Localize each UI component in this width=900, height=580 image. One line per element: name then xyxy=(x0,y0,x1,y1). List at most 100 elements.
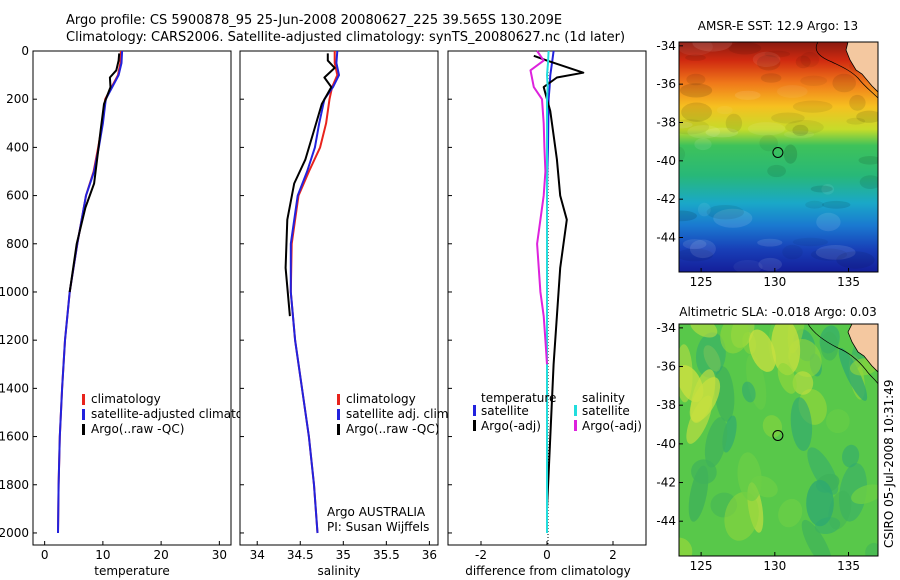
sla-coastline-land xyxy=(847,324,878,373)
sst-texture-patch xyxy=(816,212,841,232)
sst-texture-patch xyxy=(679,119,710,135)
y-tick-label: 0 xyxy=(21,44,29,58)
difference-x-ticks: -2 0 2 xyxy=(475,541,617,562)
sst-map-panel: AMSR-E SST: 12.9 Argo: 13 125 130 135 -34-… xyxy=(656,19,879,289)
sst-texture-patch xyxy=(705,127,739,138)
difference-y-ticks xyxy=(448,50,452,534)
legend-label-climatology: climatology xyxy=(91,392,161,406)
salinity-y-ticks xyxy=(240,50,244,534)
x-tick-label: 34.5 xyxy=(287,548,314,562)
difference-panel: -2 0 2 difference from climatology tempera… xyxy=(447,50,647,578)
sla-texture-patch xyxy=(695,332,726,378)
x-tick-label: 2 xyxy=(609,548,617,562)
sst-contour-line xyxy=(815,42,878,99)
y-tick-label: 400 xyxy=(6,140,29,154)
sst-texture-patch xyxy=(783,130,815,139)
sla-texture-patch xyxy=(690,324,718,338)
sla-contour-line xyxy=(807,324,878,385)
x-tick-label: 0 xyxy=(543,548,551,562)
sst-texture-patch xyxy=(810,185,833,193)
sst-texture-patch xyxy=(756,54,781,71)
page-title-line-2: Climatology: CARS2006. Satellite-adjuste… xyxy=(66,30,626,45)
sla-y-ticks: -34 -36 -38 -40 -42 -44 xyxy=(656,321,683,528)
map-y-tick-label: -34 xyxy=(656,39,676,53)
sla-texture-patch xyxy=(679,344,693,403)
map-x-tick-label: 135 xyxy=(837,275,860,289)
y-tick-label: 800 xyxy=(6,237,29,251)
x-tick-label: 30 xyxy=(212,548,227,562)
sst-texture-patch xyxy=(757,238,783,247)
x-tick-label: 0 xyxy=(41,548,49,562)
map-x-tick-label: 125 xyxy=(690,275,713,289)
sst-texture-patch xyxy=(685,54,706,61)
map-y-tick-label: -38 xyxy=(656,116,676,130)
legend-swatch-temperature-satellite xyxy=(473,405,476,416)
sst-texture-patch xyxy=(682,239,707,250)
sst-argo-location-marker xyxy=(772,146,784,158)
map-x-tick-label: 135 xyxy=(837,559,860,573)
sst-texture-patch xyxy=(777,85,808,98)
sst-texture-patch xyxy=(679,210,697,222)
sla-texture-patch xyxy=(820,331,839,361)
temperature-x-ticks: 0 10 20 30 xyxy=(41,541,227,562)
legend-swatch-salinity-argo xyxy=(574,420,577,431)
sst-texture-patch xyxy=(785,120,824,135)
map-y-tick-label: -34 xyxy=(656,321,676,335)
map-y-tick-label: -36 xyxy=(656,77,676,91)
legend-label-temperature-argo: Argo(-adj) xyxy=(481,419,541,433)
salinity-legend: climatology satellite adj. clim. Argo(..… xyxy=(337,392,452,436)
sst-texture-patch xyxy=(747,122,786,136)
salinity-x-label: salinity xyxy=(317,564,360,578)
y-tick-label: 2000 xyxy=(0,526,29,540)
sst-texture-patch xyxy=(764,50,791,58)
difference-x-label: difference from climatology xyxy=(465,564,631,578)
sla-texture-patch xyxy=(714,366,735,422)
sla-texture-patch xyxy=(851,484,878,504)
temperature-axes-box xyxy=(32,50,232,546)
sst-texture-patch xyxy=(725,113,743,133)
sst-texture-patch xyxy=(716,105,733,115)
legend-label-satellite: satellite-adjusted climatology xyxy=(91,407,269,421)
x-tick-label: 34 xyxy=(250,548,265,562)
legend-label-climatology: climatology xyxy=(346,392,416,406)
sla-texture-patch xyxy=(771,324,801,376)
sla-texture-patch xyxy=(839,463,867,522)
legend-label-argo: Argo(..raw -QC) xyxy=(346,422,439,436)
sla-texture-patch xyxy=(748,329,776,372)
map-x-tick-label: 130 xyxy=(763,275,786,289)
map-y-tick-label: -42 xyxy=(656,476,676,490)
y-tick-label: 1400 xyxy=(0,381,29,395)
map-y-tick-label: -44 xyxy=(656,231,676,245)
sla-texture-patch xyxy=(826,409,850,434)
series-line-satellite-adj-clim- xyxy=(289,50,340,534)
temperature-lines xyxy=(57,50,124,534)
map-x-tick-label: 130 xyxy=(763,559,786,573)
sst-texture-patch xyxy=(815,245,856,260)
sst-texture-patch xyxy=(713,208,753,228)
sst-texture-patch xyxy=(728,42,762,55)
sst-texture-patch xyxy=(810,248,848,261)
sst-texture-patch xyxy=(792,124,809,136)
sst-texture-patch xyxy=(836,251,875,269)
temperature-panel: 0 10 20 30 0 200 400 600 800 1000 1200 1400 1600 180… xyxy=(0,44,269,578)
sst-texture-patch xyxy=(758,257,782,271)
legend-swatch-satellite xyxy=(82,409,85,420)
sst-texture-patch xyxy=(792,100,833,113)
page-title-line-1: Argo profile: CS 5900878_95 25-Jun-2008 … xyxy=(66,13,563,28)
sla-texture-patch xyxy=(806,479,834,527)
sst-texture-patch xyxy=(849,94,866,111)
x-tick-label: 10 xyxy=(95,548,110,562)
y-tick-label: 1600 xyxy=(0,430,29,444)
sst-texture-patch xyxy=(734,90,761,100)
sst-texture-patch xyxy=(689,239,716,259)
sla-texture-patch xyxy=(688,465,709,522)
annotation-argo-australia: Argo AUSTRALIA xyxy=(327,505,426,519)
difference-lines xyxy=(529,50,585,533)
legend-label-satellite: satellite adj. clim. xyxy=(346,407,452,421)
series-line-salinity-satellite xyxy=(546,50,550,533)
sla-texture-patch xyxy=(679,537,693,556)
series-line-satellite-adjusted-climatology xyxy=(57,50,124,534)
sst-y-ticks: -34 -36 -38 -40 -42 -44 xyxy=(656,39,683,245)
legend-header-salinity: salinity xyxy=(582,391,625,405)
sla-texture-patch xyxy=(792,371,814,395)
